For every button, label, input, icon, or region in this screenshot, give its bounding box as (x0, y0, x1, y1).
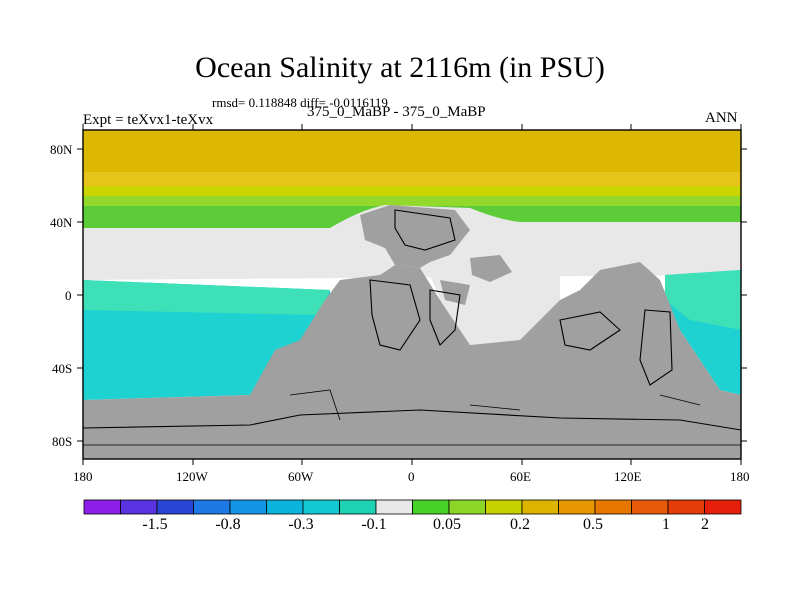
map-title: Ocean Salinity at 2116m (in PSU) (195, 51, 605, 84)
land-island-2 (440, 280, 470, 305)
colorbar-swatch (83, 499, 121, 515)
colorbar-swatch (631, 499, 669, 515)
band-north-1 (83, 130, 741, 175)
colorbar-swatch (704, 499, 742, 515)
colorbar-swatch (375, 499, 413, 515)
colorbar-swatch (339, 499, 377, 515)
land-mask-south (83, 262, 741, 459)
colorbar (83, 499, 742, 515)
colorbar-label: 0.2 (510, 516, 530, 533)
colorbar-swatch (302, 499, 340, 515)
near-zero-channel (420, 250, 560, 345)
stats-line: rmsd= 0.118848 diff= -0.0116119 (212, 95, 388, 110)
y-tick-label: 0 (65, 288, 72, 303)
colorbar-label: -1.5 (142, 516, 168, 533)
colorbar-swatch (266, 499, 304, 515)
land-island-1 (470, 255, 512, 282)
colorbar-swatch (448, 499, 486, 515)
colorbar-swatch (229, 499, 267, 515)
coastline-outline (83, 209, 741, 431)
colorbar-swatch (412, 499, 450, 515)
colorbar-label: 0.5 (583, 516, 603, 533)
experiment-label: Expt = teXvx1-teXvx (83, 112, 214, 128)
season-label: ANN (705, 110, 738, 126)
axis-ticks (77, 124, 747, 465)
band-north-3 (83, 186, 741, 198)
x-tick-label: 120E (614, 469, 642, 484)
y-tick-label: 80S (52, 434, 73, 449)
colorbar-label: 0.05 (433, 516, 461, 533)
colorbar-swatch (521, 499, 559, 515)
colorbar-swatch (193, 499, 231, 515)
subtitle: 375_0_MaBP - 375_0_MaBP (307, 104, 486, 120)
y-tick-label: 80N (50, 142, 73, 157)
colorbar-label: -0.1 (361, 516, 387, 533)
colorbar-swatch (558, 499, 596, 515)
shelf-outline (83, 389, 741, 446)
x-tick-label: 120W (176, 469, 208, 484)
y-tick-label: 40N (50, 215, 73, 230)
band-north-2 (83, 172, 741, 189)
x-tick-label: 60W (288, 469, 314, 484)
x-tick-label: 60E (510, 469, 531, 484)
y-tick-label: 40S (52, 361, 73, 376)
colorbar-swatch (594, 499, 632, 515)
south-ocean-east-light (665, 270, 741, 330)
colorbar-label: 2 (701, 516, 709, 533)
colorbar-label: -0.3 (288, 516, 314, 533)
colorbar-swatch (120, 499, 158, 515)
land-mask-north (360, 205, 470, 268)
colorbar-label: -0.8 (215, 516, 241, 533)
x-tick-label: 180 (73, 469, 93, 484)
south-ocean-west-light (83, 280, 330, 315)
x-tick-label: 180 (730, 469, 750, 484)
colorbar-label: 1 (662, 516, 670, 533)
colorbar-swatch (156, 499, 194, 515)
colorbar-swatch (485, 499, 523, 515)
band-north-4 (83, 196, 741, 208)
colorbar-swatch (667, 499, 705, 515)
x-tick-label: 0 (408, 469, 415, 484)
